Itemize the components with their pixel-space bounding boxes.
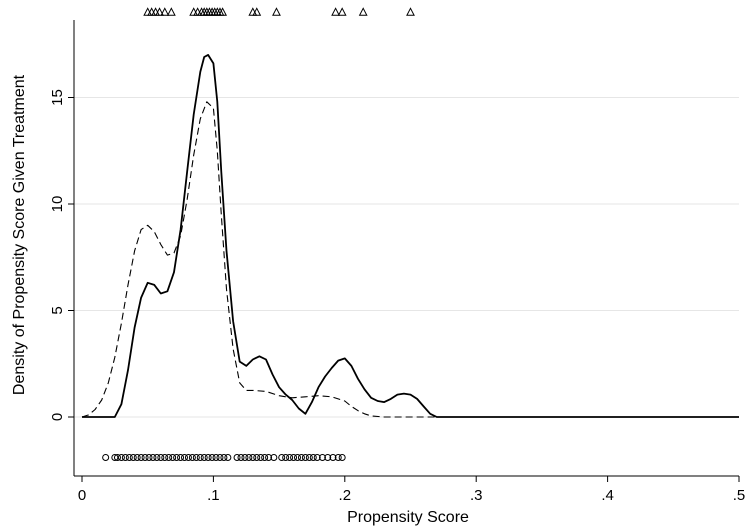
control-rug-marker: [121, 453, 129, 461]
x-tick-label: .1: [207, 487, 220, 504]
control-rug-marker: [145, 453, 153, 461]
control-rug-marker: [261, 453, 269, 461]
control-rug-marker: [329, 453, 337, 461]
control-rug-marker: [216, 453, 224, 461]
control-rug-marker: [157, 453, 165, 461]
control-rug-marker: [282, 453, 290, 461]
control-rug-marker: [165, 453, 173, 461]
density-series: [81, 54, 739, 418]
density-line-solid: [82, 54, 739, 418]
treated-rug-marker: [331, 7, 341, 16]
y-tick-label: 10: [49, 196, 66, 213]
x-axis-title: Propensity Score: [347, 509, 469, 526]
control-rug-marker: [204, 453, 212, 461]
control-rug-marker: [188, 453, 196, 461]
control-rug-marker: [137, 453, 145, 461]
control-rug-marker: [245, 453, 253, 461]
control-rug-marker: [286, 453, 294, 461]
control-rug-marker: [184, 453, 192, 461]
control-rug-marker: [200, 453, 208, 461]
x-tick-label: .5: [733, 487, 746, 504]
control-rug-marker: [334, 453, 342, 461]
control-rug-marker: [224, 453, 232, 461]
axes: 0 5 10 15 0 .1 .2 .3 .4 .5: [49, 20, 745, 504]
control-rug-marker: [241, 453, 249, 461]
control-rug-marker: [133, 453, 141, 461]
control-rug-marker: [192, 453, 200, 461]
treated-rug: [143, 7, 415, 16]
y-axis-title: Density of Propensity Score Given Treatm…: [11, 74, 28, 395]
treated-rug-marker: [406, 7, 415, 16]
control-rug-marker: [196, 453, 204, 461]
treated-rug-marker: [337, 7, 347, 16]
y-tick-label: 5: [49, 306, 66, 314]
control-rug-marker: [249, 453, 257, 461]
treated-rug-marker: [166, 7, 176, 16]
control-rug-marker: [102, 453, 110, 461]
control-rug-marker: [220, 453, 228, 461]
control-rug-marker: [233, 453, 241, 461]
control-rug-marker: [313, 453, 321, 461]
treated-rug-marker: [160, 7, 170, 16]
treated-rug-marker: [155, 7, 164, 16]
control-rug-marker: [253, 453, 261, 461]
control-rug-marker: [111, 453, 119, 461]
control-rug-marker: [173, 453, 181, 461]
control-rug-marker: [113, 453, 121, 461]
control-rug-marker: [324, 453, 332, 461]
y-tick-label: 0: [49, 413, 66, 421]
control-rug-marker: [129, 453, 137, 461]
control-rug-marker: [212, 453, 220, 461]
treated-rug-marker: [358, 7, 368, 16]
treated-rug-marker: [272, 7, 281, 16]
control-rug-marker: [169, 453, 177, 461]
treated-rug-marker: [252, 7, 262, 16]
control-rug-marker: [293, 453, 301, 461]
control-rug-marker: [180, 453, 188, 461]
x-tick-label: 0: [78, 487, 86, 504]
control-rug-marker: [265, 453, 273, 461]
x-tick-label: .3: [470, 487, 483, 504]
control-rug-marker: [208, 453, 216, 461]
control-rug-marker: [278, 453, 286, 461]
control-rug-marker: [297, 453, 305, 461]
x-tick-label: .2: [339, 487, 352, 504]
control-rug-marker: [237, 453, 245, 461]
control-rug: [102, 453, 346, 461]
density-line-dashed: [81, 101, 739, 418]
control-rug-marker: [177, 453, 185, 461]
control-rug-marker: [305, 453, 313, 461]
control-rug-marker: [149, 453, 157, 461]
control-rug-marker: [141, 453, 149, 461]
gridlines: [74, 97, 739, 418]
x-tick-label: .4: [601, 487, 614, 504]
control-rug-marker: [309, 453, 317, 461]
control-rug-marker: [125, 453, 133, 461]
control-rug-marker: [161, 453, 169, 461]
control-rug-marker: [318, 453, 326, 461]
control-rug-marker: [117, 453, 125, 461]
control-rug-marker: [338, 453, 346, 461]
control-rug-marker: [270, 453, 278, 461]
y-tick-label: 15: [49, 89, 66, 106]
control-rug-marker: [153, 453, 161, 461]
control-rug-marker: [290, 453, 298, 461]
control-rug-marker: [301, 453, 309, 461]
treated-rug-marker: [218, 7, 228, 16]
control-rug-marker: [257, 453, 265, 461]
